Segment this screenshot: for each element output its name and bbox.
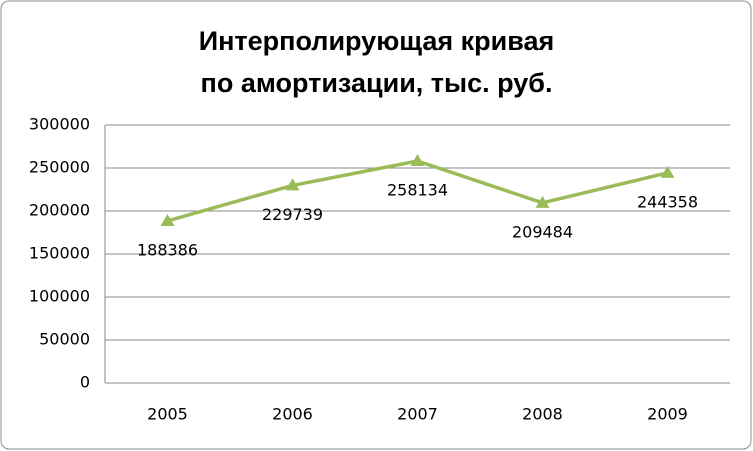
- chart-title: Интерполирующая кривая по амортизации, т…: [198, 26, 555, 98]
- x-tick-label: 2008: [522, 405, 563, 424]
- marker: [535, 195, 550, 208]
- marker: [160, 213, 175, 226]
- y-tick-label: 50000: [39, 330, 90, 349]
- y-tick-label: 250000: [29, 158, 90, 177]
- data-label: 229739: [262, 205, 323, 224]
- y-tick-label: 150000: [29, 244, 90, 263]
- data-label: 188386: [137, 240, 198, 259]
- marker: [660, 165, 675, 178]
- data-label: 209484: [512, 222, 573, 241]
- data-label: 244358: [637, 192, 698, 211]
- y-tick-label: 0: [80, 373, 90, 392]
- x-tick-label: 2006: [272, 405, 313, 424]
- y-tick-label: 300000: [29, 115, 90, 134]
- marker: [410, 154, 425, 167]
- y-tick-label: 100000: [29, 287, 90, 306]
- x-tick-label: 2005: [147, 405, 188, 424]
- data-label: 258134: [387, 181, 448, 200]
- x-tick-label: 2007: [397, 405, 438, 424]
- x-tick-label: 2009: [647, 405, 688, 424]
- marker: [285, 178, 300, 191]
- y-tick-label: 200000: [29, 201, 90, 220]
